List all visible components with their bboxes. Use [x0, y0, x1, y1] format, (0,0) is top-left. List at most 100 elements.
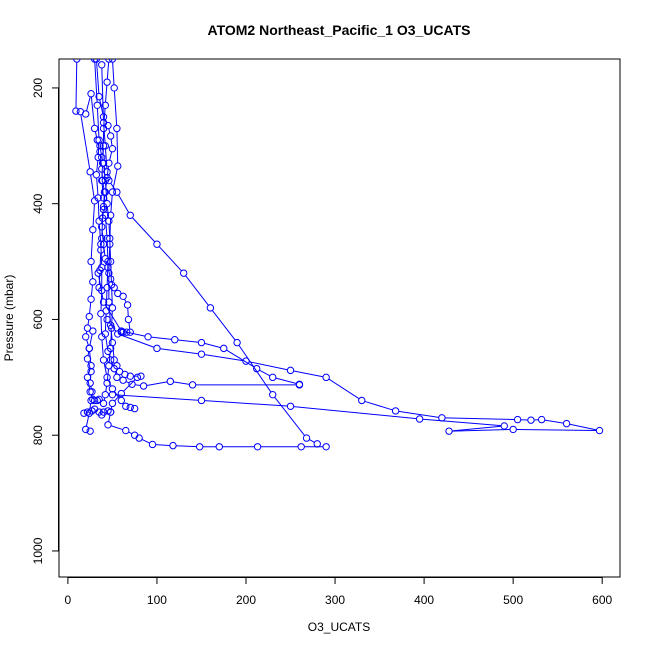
- series-segment: [112, 169, 118, 190]
- x-tick-label: 200: [236, 593, 256, 607]
- data-point: [509, 425, 517, 434]
- data-point: [97, 246, 105, 254]
- data-point: [98, 61, 106, 69]
- series-segment: [106, 166, 109, 175]
- data-point: [105, 59, 113, 63]
- data-point: [123, 301, 132, 309]
- series-segment: [309, 439, 315, 443]
- data-point: [89, 226, 97, 234]
- series-segment: [99, 148, 102, 155]
- series-segment: [274, 396, 305, 436]
- series-segment: [111, 311, 113, 325]
- data-point: [562, 419, 571, 428]
- series-segment: [110, 195, 113, 213]
- series-segment: [87, 380, 91, 389]
- data-point: [96, 266, 104, 274]
- data-point: [153, 240, 161, 248]
- data-point: [83, 373, 92, 382]
- series-segment: [293, 370, 324, 378]
- data-point: [99, 202, 108, 211]
- series-segment: [89, 302, 92, 314]
- series-9: [80, 405, 115, 419]
- data-point: [85, 312, 93, 321]
- data-point: [107, 281, 116, 289]
- data-point: [96, 142, 104, 150]
- series-segment: [100, 247, 103, 265]
- x-tick-label: 500: [503, 593, 523, 607]
- series-segment: [103, 108, 106, 126]
- series-segment: [89, 403, 92, 411]
- data-point: [90, 124, 99, 133]
- data-point: [114, 162, 122, 170]
- data-point: [537, 415, 546, 424]
- series-segment: [452, 425, 502, 432]
- plot-content: [72, 59, 604, 451]
- series-segment: [101, 221, 103, 236]
- data-point: [128, 380, 136, 388]
- series-segment: [112, 345, 115, 357]
- data-point: [106, 132, 115, 140]
- data-point: [95, 395, 103, 404]
- series-segment: [544, 419, 564, 424]
- data-point: [253, 443, 262, 451]
- data-point: [99, 298, 108, 306]
- data-point: [188, 381, 197, 389]
- data-point: [90, 59, 99, 63]
- data-point: [98, 234, 106, 243]
- series-segment: [100, 293, 103, 311]
- data-point: [106, 344, 115, 353]
- series-segment: [108, 270, 111, 276]
- data-point: [97, 240, 105, 248]
- series-segment: [176, 445, 197, 448]
- data-point: [80, 409, 88, 417]
- series-segment: [98, 273, 101, 285]
- data-point: [101, 101, 110, 110]
- data-point: [171, 336, 179, 344]
- y-tick-label: 200: [31, 78, 45, 98]
- y-tick-label: 600: [31, 309, 45, 329]
- data-point: [82, 425, 90, 434]
- data-point: [295, 380, 304, 388]
- data-point: [90, 396, 99, 405]
- data-point: [269, 390, 277, 399]
- data-point: [106, 257, 115, 266]
- series-segment: [185, 275, 209, 306]
- series-segment: [99, 253, 102, 268]
- data-point: [105, 217, 113, 225]
- data-point: [108, 390, 117, 399]
- data-point: [113, 362, 121, 370]
- data-point: [108, 145, 117, 153]
- data-point: [94, 194, 102, 202]
- series-segment: [124, 331, 146, 337]
- data-point: [242, 357, 250, 365]
- data-point: [73, 59, 81, 63]
- data-point: [104, 421, 112, 429]
- data-point: [500, 422, 508, 430]
- data-point: [93, 101, 101, 110]
- data-point: [595, 426, 604, 435]
- data-point: [322, 443, 330, 451]
- x-tick-label: 0: [65, 593, 72, 607]
- data-point: [124, 315, 133, 324]
- data-point: [122, 328, 131, 336]
- series-segment: [135, 384, 141, 387]
- series-segment: [106, 368, 110, 380]
- data-point: [103, 78, 111, 86]
- x-tick-label: 400: [414, 593, 434, 607]
- series-segment: [110, 182, 116, 190]
- data-point: [98, 214, 107, 222]
- data-point: [87, 257, 95, 266]
- plot-frame: [58, 58, 621, 578]
- series-segment: [364, 400, 393, 411]
- data-point: [197, 350, 206, 358]
- data-point: [98, 165, 106, 173]
- data-point: [93, 396, 101, 405]
- data-point: [233, 338, 241, 347]
- series-segment: [103, 166, 106, 178]
- series-segment: [275, 377, 297, 384]
- series-segment: [110, 139, 113, 146]
- series-segment: [90, 264, 94, 279]
- series-segment: [125, 381, 130, 384]
- data-point: [95, 283, 103, 292]
